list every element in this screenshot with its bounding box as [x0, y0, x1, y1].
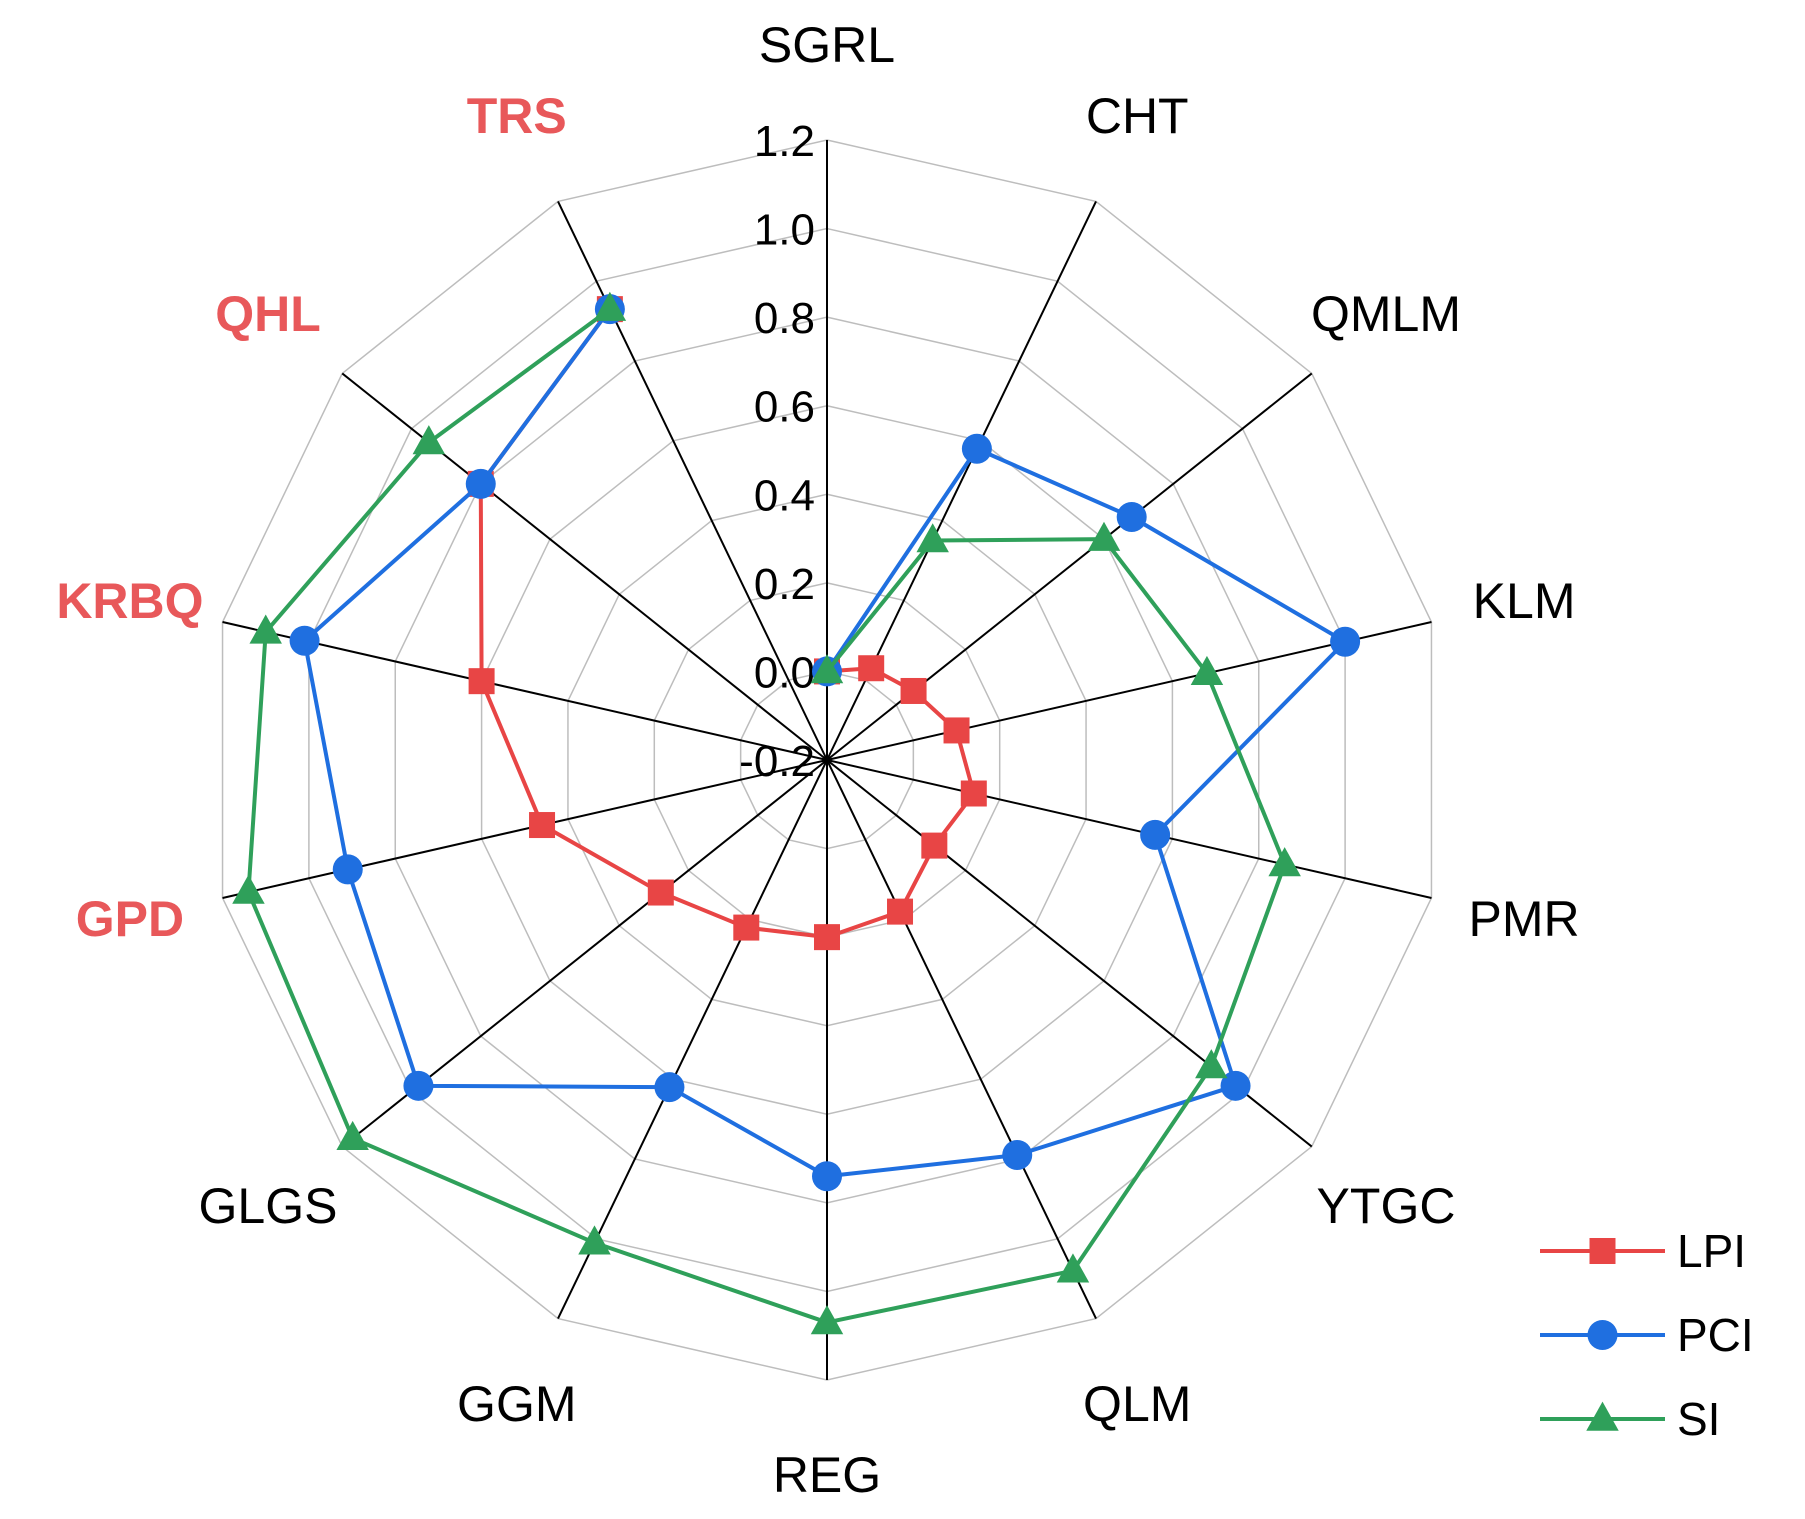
lpi-point-ggm [733, 914, 760, 941]
lpi-point-glgs [647, 879, 674, 906]
category-label-klm: KLM [1473, 573, 1576, 629]
lpi-point-klm [943, 717, 970, 744]
series-line-pci [302, 307, 1348, 1179]
category-label-qlm: QLM [1083, 1376, 1191, 1432]
category-labels: SGRL CHT QMLM KLM PMR YTGC QLM REG GGM GLGS GPD KRB… [56, 17, 1579, 1503]
category-label-reg: REG [773, 1447, 881, 1503]
si-point-glgs [336, 1120, 369, 1151]
category-label-glgs: GLGS [199, 1178, 338, 1234]
lpi-point-qmlm [900, 677, 927, 704]
radial-tick-label: 0.6 [754, 383, 815, 432]
legend-marker-pci [1587, 1320, 1618, 1350]
si-point-qlm [1056, 1253, 1090, 1283]
series-line-lpi [478, 307, 976, 940]
pci-point-klm [1330, 626, 1361, 657]
category-label-ggm: GGM [457, 1376, 576, 1432]
si-point-ggm [578, 1225, 611, 1255]
axis-spoke-gpd [222, 759, 828, 899]
series-pci [289, 294, 1361, 1192]
radar-axes [222, 140, 1432, 1380]
radial-tick-label: -0.2 [739, 737, 815, 786]
si-point-qhl [412, 425, 446, 455]
category-label-sgrl: SGRL [759, 17, 895, 73]
pci-point-ytgc [1220, 1070, 1251, 1101]
legend-label-lpi: LPI [1677, 1225, 1746, 1277]
si-point-krbq [249, 614, 282, 644]
lpi-point-ytgc [921, 832, 948, 859]
legend-item-lpi: LPI [1540, 1225, 1746, 1277]
radial-tick-label: 1.2 [754, 117, 815, 166]
pci-point-qmlm [1116, 502, 1147, 533]
si-point-pmr [1268, 847, 1301, 877]
legend-marker-si [1586, 1401, 1619, 1431]
series-si [232, 291, 1301, 1335]
category-label-gpd: GPD [76, 891, 184, 947]
series-layer [232, 291, 1361, 1335]
pci-point-reg [812, 1161, 842, 1192]
si-point-ytgc [1195, 1049, 1228, 1079]
category-label-krbq: KRBQ [56, 573, 203, 629]
series-line-si [246, 307, 1287, 1325]
legend-marker-lpi [1589, 1238, 1616, 1264]
category-label-ytgc: YTGC [1317, 1178, 1456, 1234]
si-point-reg [810, 1305, 844, 1335]
legend-item-pci: PCI [1540, 1309, 1754, 1361]
pci-point-qhl [465, 468, 496, 499]
pci-point-qlm [1002, 1140, 1033, 1171]
radial-tick-labels: -0.2 0.0 0.2 0.4 0.6 0.8 1.0 1.2 [739, 117, 815, 786]
category-label-cht: CHT [1086, 88, 1189, 144]
pci-point-glgs [403, 1070, 434, 1101]
radial-tick-label: 1.0 [754, 206, 815, 255]
radial-tick-label: 0.2 [754, 560, 815, 609]
axis-spoke-qlm [826, 759, 1097, 1320]
si-point-trs [593, 291, 627, 321]
axis-spoke-krbq [222, 621, 828, 761]
axis-spoke-pmr [826, 759, 1432, 899]
radial-tick-label: 0.0 [754, 648, 815, 697]
legend-item-si: SI [1540, 1393, 1720, 1445]
si-point-cht [916, 523, 949, 553]
category-label-qmlm: QMLM [1311, 286, 1461, 342]
pci-point-krbq [289, 625, 320, 656]
pci-point-gpd [332, 854, 363, 885]
category-label-qhl: QHL [215, 286, 321, 342]
axis-spoke-trs [557, 200, 828, 761]
legend-label-pci: PCI [1677, 1309, 1754, 1361]
pci-point-cht [961, 433, 992, 464]
lpi-point-krbq [468, 668, 495, 695]
legend-label-si: SI [1677, 1393, 1720, 1445]
si-point-qmlm [1087, 521, 1121, 551]
si-point-sgrl [810, 654, 844, 684]
axis-spoke-ggm [557, 759, 828, 1320]
category-label-trs: TRS [467, 88, 567, 144]
lpi-point-reg [814, 924, 840, 951]
lpi-point-gpd [529, 812, 556, 839]
radial-tick-label: 0.4 [754, 471, 815, 520]
lpi-point-qlm [887, 898, 914, 925]
lpi-point-pmr [960, 780, 987, 807]
pci-point-ggm [654, 1072, 685, 1103]
radial-tick-label: 0.8 [754, 294, 815, 343]
pci-point-pmr [1140, 819, 1171, 850]
si-point-klm [1190, 655, 1224, 686]
lpi-point-cht [858, 655, 885, 682]
category-label-pmr: PMR [1469, 891, 1580, 947]
si-point-gpd [232, 874, 265, 904]
legend: LPI PCI SI [1540, 1225, 1754, 1445]
